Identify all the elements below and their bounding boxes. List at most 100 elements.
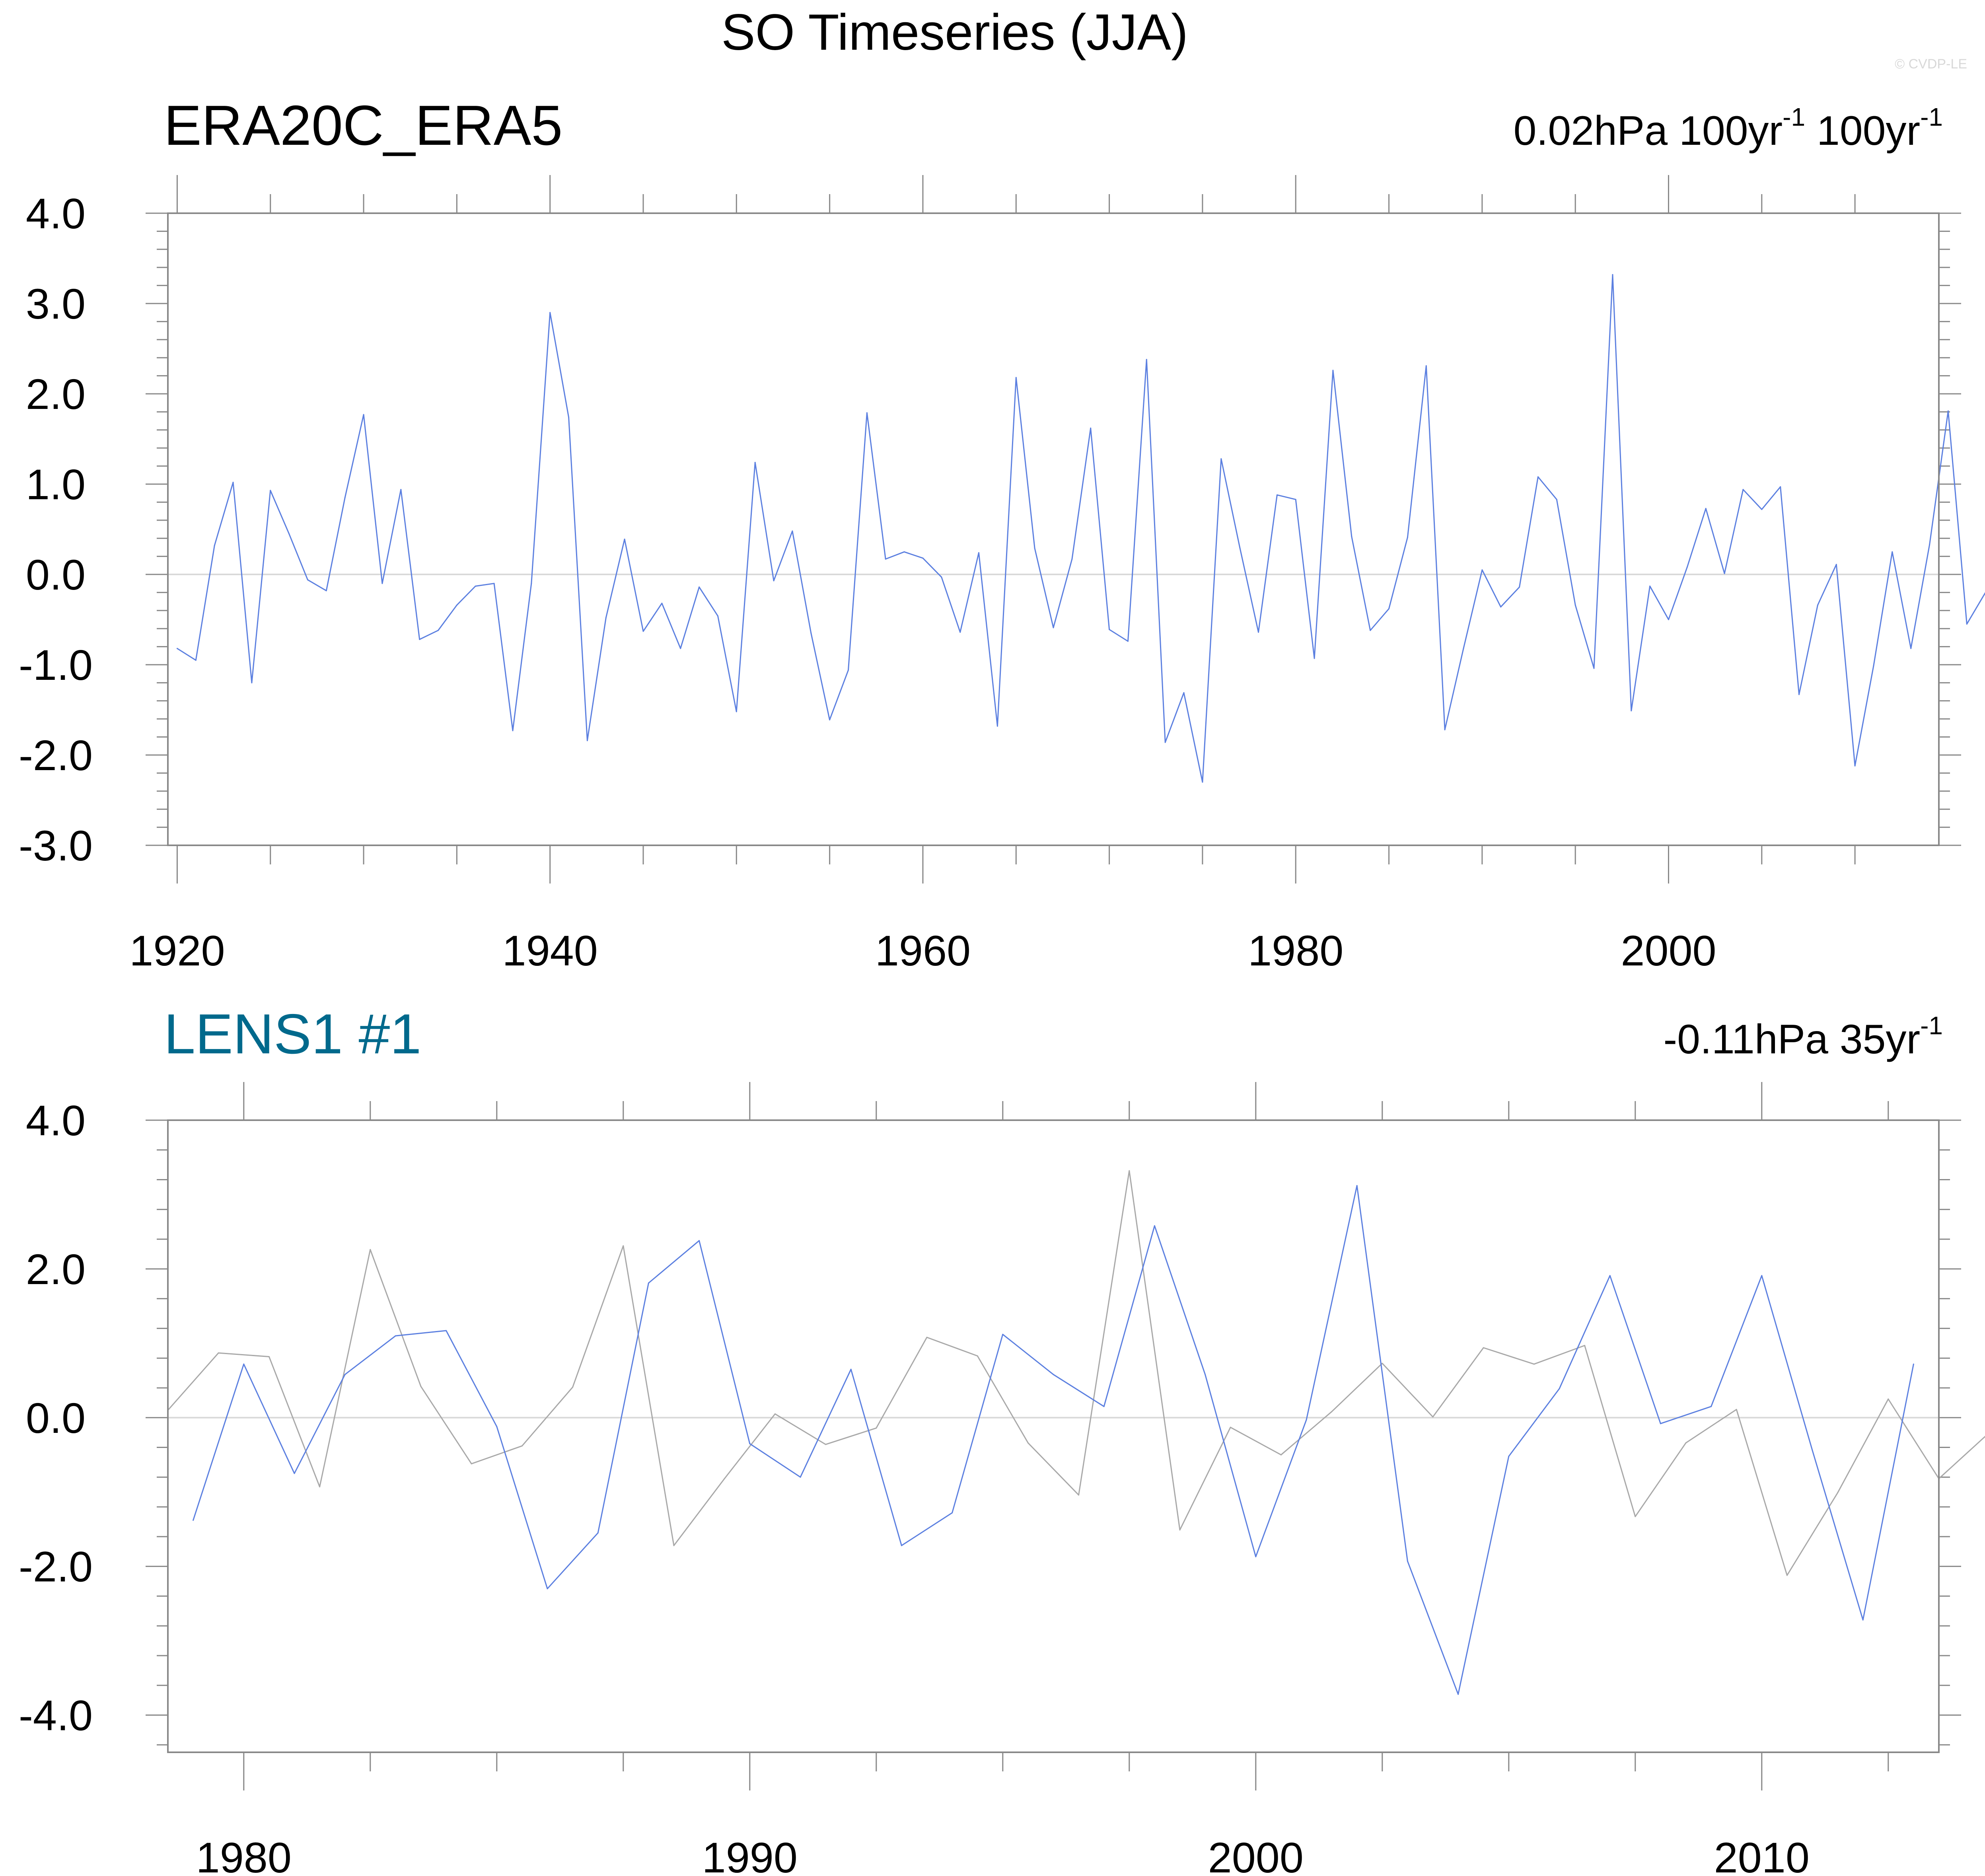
tick-layer: [146, 1082, 1961, 1790]
series-point: [270, 490, 271, 491]
series-point: [1854, 765, 1856, 767]
series-point: [395, 1335, 396, 1337]
x-tick-label: 2000: [1621, 926, 1716, 975]
series-point: [1146, 359, 1147, 360]
series-point: [1780, 486, 1781, 488]
series-point: [1202, 781, 1203, 783]
series-point: [193, 1520, 194, 1521]
series-point: [307, 579, 308, 581]
series-point: [673, 1545, 675, 1546]
x-tick-label: 1980: [196, 1833, 292, 1876]
series-point: [294, 1473, 295, 1474]
series-point: [1258, 631, 1259, 633]
series-point: [1609, 1275, 1611, 1277]
series-point: [325, 590, 327, 592]
series-point: [1370, 630, 1371, 631]
series-point: [754, 462, 756, 463]
y-tick-label: 3.0: [26, 280, 86, 328]
series-point: [475, 586, 476, 587]
y-tick-label: -2.0: [19, 1543, 93, 1591]
series-point: [1015, 377, 1017, 378]
figure-title: SO Timeseries (JJA): [721, 4, 1188, 61]
series-point: [1332, 370, 1334, 371]
series-point: [661, 603, 663, 604]
series-point: [1668, 619, 1669, 620]
series-point: [1533, 1363, 1535, 1365]
y-tick-label: -2.0: [19, 731, 93, 779]
series-point: [1556, 499, 1557, 500]
series-point: [1295, 499, 1296, 500]
x-tick-label: 1990: [702, 1833, 798, 1876]
y-tick-label: -3.0: [19, 821, 93, 870]
series-point: [195, 660, 197, 661]
series-point: [1559, 1388, 1560, 1389]
series-layer: [176, 274, 1985, 783]
series-point: [1705, 508, 1707, 509]
series-point: [420, 1386, 422, 1387]
series-point: [1798, 694, 1800, 695]
series-point: [1109, 629, 1110, 630]
series-point: [419, 638, 420, 640]
series-point: [724, 1478, 725, 1479]
series-point: [774, 1413, 776, 1415]
series-point: [1071, 558, 1073, 560]
series-point: [876, 1427, 877, 1429]
x-tick-label: 1920: [129, 926, 225, 975]
series-point: [496, 1426, 498, 1427]
series-point: [866, 412, 868, 414]
series-point: [1027, 1442, 1029, 1444]
x-tick-label: 1980: [1248, 926, 1343, 975]
series-line: [193, 1185, 1914, 1695]
series-point: [1230, 1426, 1231, 1428]
series-point: [597, 1532, 599, 1533]
series-point: [1537, 476, 1539, 478]
series-point: [977, 1355, 978, 1357]
series-point: [1306, 1419, 1307, 1421]
y-tick-label: 2.0: [26, 1245, 86, 1293]
trend-label: -0.11hPa 35yr-1: [1664, 1011, 1943, 1063]
series-point: [1280, 1454, 1282, 1456]
series-point: [1239, 547, 1241, 548]
series-point: [648, 1282, 649, 1284]
series-point: [363, 414, 364, 415]
panel-era20c-era5: ERA20C_ERA5 0.02hPa 100yr-1 100yr-1 4.0 3…: [19, 94, 1985, 975]
series-layer: [167, 1170, 1985, 1695]
series-point: [623, 1245, 624, 1247]
series-point: [1649, 586, 1651, 587]
panel-title: LENS1 #1: [164, 1002, 421, 1066]
series-point: [1127, 640, 1129, 642]
series-point: [568, 416, 570, 418]
series-point: [996, 725, 998, 727]
y-tick-label: 0.0: [26, 551, 86, 599]
series-point: [1761, 509, 1763, 510]
series-point: [446, 1330, 447, 1331]
y-tick-label: -1.0: [19, 641, 93, 689]
series-point: [243, 1363, 245, 1365]
series-point: [624, 539, 625, 540]
series-point: [381, 583, 383, 584]
tick-label-layer: 4.0 3.0 2.0 1.0 0.0 -1.0 -2.0 -3.0 1920 1940 1960 1…: [19, 189, 1716, 975]
series-point: [1711, 1406, 1712, 1407]
series-point: [512, 730, 514, 732]
series-point: [288, 533, 290, 535]
series-point: [1910, 648, 1912, 649]
series-point: [400, 489, 402, 490]
series-point: [1407, 537, 1408, 538]
series-point: [978, 552, 979, 553]
series-point: [1835, 564, 1837, 565]
plot-frame: [167, 212, 1940, 846]
tick-label-layer: 4.0 2.0 0.0 -2.0 -4.0 1980 1990 2000 2010: [19, 1096, 1810, 1876]
series-point: [1432, 1416, 1434, 1418]
series-point: [493, 583, 495, 584]
series-point: [547, 1588, 548, 1590]
series-point: [1817, 604, 1818, 606]
series-point: [941, 576, 942, 578]
x-tick-label: 1940: [502, 926, 598, 975]
series-point: [1179, 1529, 1181, 1531]
series-point: [1444, 729, 1446, 730]
series-point: [773, 580, 775, 582]
series-point: [1888, 1398, 1889, 1400]
plot-frame: [167, 1119, 1940, 1753]
series-point: [1742, 489, 1744, 490]
